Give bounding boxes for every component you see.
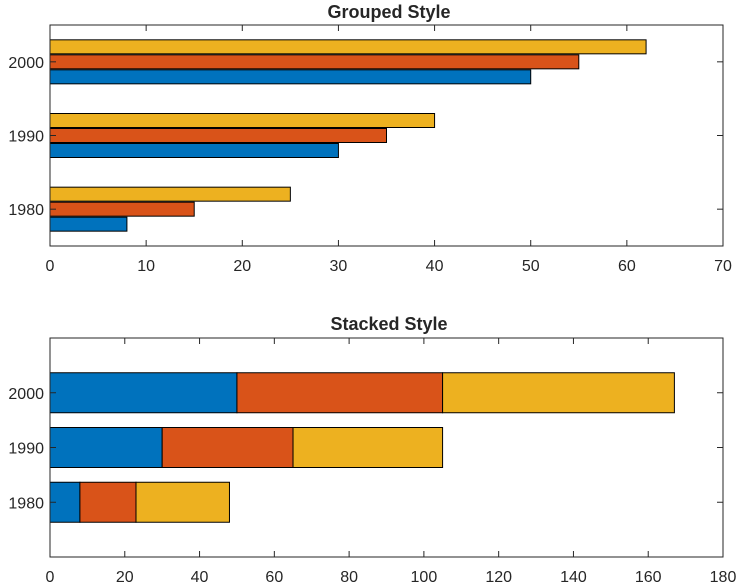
x-tick-label: 10: [137, 258, 155, 275]
x-tick-label: 0: [46, 258, 55, 275]
bar-2000-series-3: [442, 372, 675, 414]
x-tick-label: 20: [233, 258, 251, 275]
x-tick-label: 40: [191, 569, 209, 586]
bar-1980-series-3: [135, 481, 230, 523]
bar-1990-series-2: [161, 427, 294, 468]
x-tick-label: 120: [485, 569, 512, 586]
x-tick-label: 30: [330, 258, 348, 275]
bar-2000-series-2: [49, 54, 580, 70]
bar-2000-series-1: [49, 372, 238, 414]
x-tick-label: 60: [618, 258, 636, 275]
y-tick-label: 2000: [8, 55, 44, 72]
tick-group: 1980 1990 2000 0 20 40 60 80 100 120 140 160 180: [8, 338, 736, 586]
bars-group: [49, 39, 647, 232]
x-tick-label: 180: [710, 569, 737, 586]
bars-group: [49, 372, 675, 523]
chart-title: Stacked Style: [330, 314, 447, 334]
x-tick-label: 40: [426, 258, 444, 275]
x-tick-label: 80: [340, 569, 358, 586]
x-tick-label: 140: [560, 569, 587, 586]
axes-frame: [49, 337, 724, 558]
y-tick-label: 2000: [8, 386, 44, 403]
y-tick-label: 1990: [8, 129, 44, 146]
x-tick-label: 160: [635, 569, 662, 586]
bar-1990-series-3: [49, 113, 436, 128]
stacked-style-chart: Stacked Style 1980 1990 2000 0 20 40 60 80 100 12…: [8, 314, 736, 586]
bar-1990-series-1: [49, 427, 163, 468]
x-tick-label: 20: [116, 569, 134, 586]
tick-group: 1980 1990 2000 0 10 20 30 40 50 60 70: [8, 25, 732, 275]
bar-1980-series-1: [49, 216, 128, 232]
bar-2000-series-1: [49, 69, 532, 85]
bar-1980-series-2: [49, 201, 195, 217]
bar-2000-series-3: [49, 39, 647, 55]
x-tick-label: 50: [522, 258, 540, 275]
bar-1980-series-3: [49, 186, 291, 202]
x-tick-label: 0: [46, 569, 55, 586]
bar-1990-series-3: [292, 427, 444, 468]
y-tick-label: 1990: [8, 441, 44, 458]
bar-2000-series-2: [236, 372, 444, 414]
x-tick-label: 70: [714, 258, 732, 275]
y-tick-label: 1980: [8, 202, 44, 219]
bar-1980-series-2: [79, 481, 137, 523]
axes-frame: [49, 24, 724, 247]
bar-1990-series-1: [49, 143, 339, 158]
chart-title: Grouped Style: [327, 2, 450, 22]
y-tick-label: 1980: [8, 495, 44, 512]
x-tick-label: 100: [411, 569, 438, 586]
bar-1990-series-2: [49, 128, 387, 143]
grouped-style-chart: Grouped Style 1980 1990 2000 0 10 20 30 40 50 60 7…: [8, 2, 732, 275]
x-tick-label: 60: [265, 569, 283, 586]
